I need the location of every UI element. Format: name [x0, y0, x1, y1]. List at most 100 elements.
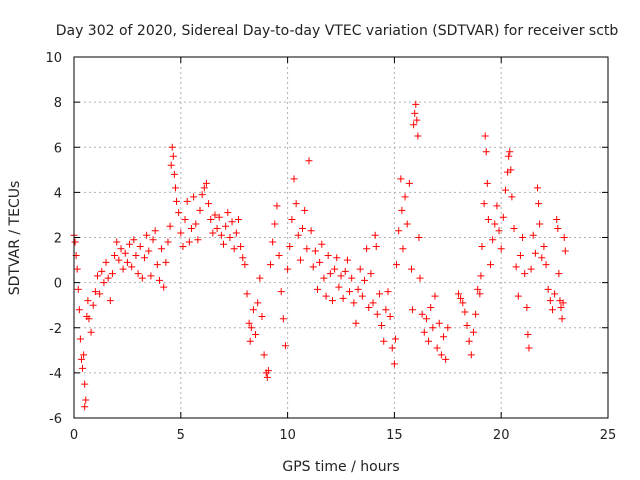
data-point — [140, 254, 148, 262]
data-point — [516, 252, 524, 260]
data-point — [506, 148, 514, 156]
data-point — [369, 299, 377, 307]
data-point — [168, 143, 176, 151]
y-tick-label: 8 — [54, 96, 62, 111]
data-point — [554, 224, 562, 232]
data-point — [407, 265, 415, 273]
data-point — [296, 256, 304, 264]
data-point — [373, 310, 381, 318]
data-point — [75, 306, 83, 314]
data-point — [249, 306, 257, 314]
data-point — [179, 243, 187, 251]
data-point — [393, 261, 401, 269]
data-point — [555, 270, 563, 278]
y-tick-label: -4 — [49, 367, 62, 382]
data-point — [111, 252, 119, 260]
data-point — [322, 292, 330, 300]
data-point — [202, 179, 210, 187]
data-point — [457, 294, 465, 302]
data-point — [444, 324, 452, 332]
data-point — [217, 231, 225, 239]
data-point — [356, 265, 364, 273]
data-point — [542, 261, 550, 269]
data-point — [100, 279, 108, 287]
data-point — [390, 360, 398, 368]
data-point — [318, 240, 326, 248]
data-point — [273, 202, 281, 210]
data-point — [290, 175, 298, 183]
data-point — [360, 276, 368, 284]
data-point — [158, 245, 166, 253]
x-tick-label: 25 — [600, 428, 617, 443]
data-point — [173, 197, 181, 205]
data-point — [305, 157, 313, 165]
data-point — [465, 337, 473, 345]
data-point — [371, 231, 379, 239]
data-point — [234, 215, 242, 223]
data-point — [106, 297, 114, 305]
data-point — [395, 227, 403, 235]
data-point — [378, 321, 386, 329]
data-point — [476, 290, 484, 298]
data-point — [546, 297, 554, 305]
tick-marks — [73, 56, 609, 419]
y-tick-label: -2 — [49, 322, 62, 337]
data-point — [252, 331, 260, 339]
data-point — [260, 351, 268, 359]
data-point — [474, 285, 482, 293]
data-point — [540, 243, 548, 251]
data-point — [211, 211, 219, 219]
y-tick-label: 2 — [54, 232, 62, 247]
data-point — [76, 335, 84, 343]
data-point — [84, 297, 92, 305]
data-point — [74, 285, 82, 293]
data-point — [269, 238, 277, 246]
data-point — [256, 274, 264, 282]
data-point — [149, 236, 157, 244]
data-point — [372, 243, 380, 251]
data-point — [166, 222, 174, 230]
x-tick-label: 15 — [386, 428, 403, 443]
data-point — [560, 234, 568, 241]
data-point — [548, 306, 556, 314]
data-point — [401, 193, 409, 201]
data-point — [303, 245, 311, 253]
data-point — [454, 290, 462, 298]
data-point — [243, 290, 251, 298]
data-point — [467, 351, 475, 359]
data-point — [292, 200, 300, 208]
data-point — [198, 191, 206, 199]
data-point — [241, 261, 249, 269]
y-tick-labels: -6 -4 -2 0 2 4 6 8 10 — [45, 51, 62, 427]
data-point — [209, 229, 217, 237]
x-axis-label: GPS time / hours — [282, 459, 399, 475]
data-point — [136, 243, 144, 251]
data-point — [463, 321, 471, 329]
data-point — [386, 312, 394, 320]
data-point — [472, 310, 480, 318]
data-point — [237, 243, 245, 251]
data-point — [346, 288, 354, 296]
data-point — [418, 310, 426, 318]
data-point — [220, 240, 228, 248]
data-point — [87, 328, 95, 336]
data-point — [412, 100, 420, 108]
data-point — [495, 227, 503, 235]
data-point — [284, 265, 292, 273]
data-point — [519, 234, 527, 241]
data-point — [264, 367, 272, 375]
data-point — [405, 179, 413, 187]
x-tick-label: 5 — [177, 428, 185, 443]
y-tick-label: 6 — [54, 141, 62, 156]
data-point — [507, 166, 515, 174]
data-point — [363, 245, 371, 253]
data-point — [153, 261, 161, 269]
data-point — [307, 227, 315, 235]
data-point — [328, 297, 336, 305]
data-point — [497, 245, 505, 253]
data-point — [228, 218, 236, 226]
data-point — [89, 301, 97, 309]
data-point — [126, 240, 134, 248]
data-point — [397, 175, 405, 183]
